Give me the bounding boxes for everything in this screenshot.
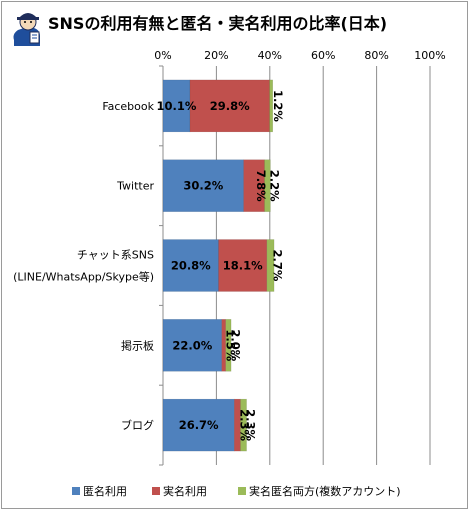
data-label: 2.7% [270,250,284,282]
legend-swatch [238,487,246,495]
legend-swatch [152,487,160,495]
x-tick-label: 100% [414,49,445,62]
chart-title: SNSの利用有無と匿名・実名利用の比率(日本) [48,14,387,33]
legend-label: 実名利用 [163,484,207,498]
x-axis-ticks: 0% 20% 40% 60% 80% 100% [154,49,445,62]
bar-segment [225,319,232,372]
data-label: 29.8% [210,99,250,113]
data-label: 10.1% [157,99,197,113]
data-label: 1.5% [224,329,238,361]
bar-segment [162,319,222,372]
category-label: (LINE/WhatsApp/Skype等) [13,270,154,284]
bar-segment [189,79,270,133]
bar-segment [269,79,273,133]
category-label: チャット系SNS [77,249,154,262]
x-tick-label: 60% [311,49,335,62]
data-label: 22.0% [172,338,212,352]
bars [162,79,275,452]
data-label: 2.3% [244,409,258,441]
data-label: 1.2% [271,90,285,122]
category-label: ブログ [121,418,154,432]
bar-segment [266,239,275,292]
data-label: 20.8% [171,259,211,273]
bar-segment [162,159,244,212]
data-label: 2.0% [228,329,242,361]
x-tick-label: 40% [258,49,282,62]
data-label: 7.8% [254,170,268,202]
mascot-logo-icon [13,13,40,46]
data-label: 2.3% [237,409,251,441]
data-labels: 10.1% 29.8% 1.2% 30.2% 7.8% 2.2% 20.8% 18.1% 2.7… [157,90,286,442]
x-tick-label: 80% [364,49,388,62]
data-label: 26.7% [179,418,219,432]
bar-segment [162,239,219,292]
category-labels: Facebook Twitter チャット系SNS (LINE/WhatsApp/Sk… [13,100,155,432]
legend-label: 実名匿名両方(複数アカウント) [249,484,401,498]
bar-segment [240,398,247,452]
data-label: 2.2% [267,170,281,202]
category-label: Twitter [116,180,154,193]
legend: 匿名利用 実名利用 実名匿名両方(複数アカウント) [72,484,401,498]
legend-swatch [72,487,80,495]
category-label: 掲示板 [121,338,154,352]
data-label: 30.2% [183,179,223,193]
legend-label: 匿名利用 [83,484,127,498]
category-label: Facebook [102,100,154,113]
bar-segment [162,398,235,452]
bar-segment [264,159,271,212]
data-label: 18.1% [223,259,263,273]
x-tick-label: 20% [204,49,228,62]
x-tick-label: 0% [154,49,171,62]
